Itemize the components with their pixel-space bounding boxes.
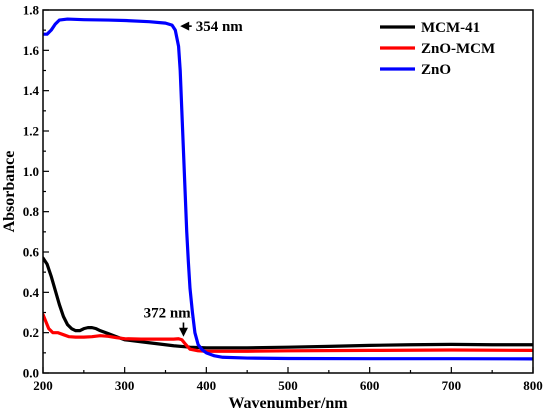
x-tick-label: 500 (278, 378, 298, 393)
legend-entry-zno-mcm: ZnO-MCM (380, 41, 495, 57)
y-tick-label: 1.2 (23, 124, 39, 139)
annotations: 354 nm 372 nm (144, 19, 243, 337)
y-axis-title: Absorbance (1, 151, 18, 233)
y-tick-label: 0.2 (23, 325, 39, 340)
legend: MCM-41 ZnO-MCM ZnO (380, 20, 495, 78)
legend-entry-mcm-41: MCM-41 (380, 20, 480, 36)
annotation-354-nm: 354 nm (180, 19, 243, 35)
annotation-372-nm: 372 nm (144, 306, 192, 337)
y-tick-label: 0.8 (23, 204, 40, 219)
y-tick-label: 0.0 (23, 366, 39, 381)
plot-lines (43, 17, 533, 361)
x-axis-title: Wavenumber/nm (228, 395, 348, 412)
x-tick-label: 800 (523, 378, 543, 393)
series-line-zno (43, 17, 533, 361)
y-tick-label: 1.8 (23, 3, 40, 18)
annotation-label: 372 nm (144, 306, 192, 322)
legend-entry-zno: ZnO (380, 62, 451, 78)
legend-label: MCM-41 (421, 20, 480, 36)
x-tick-label: 700 (442, 378, 462, 393)
y-tick-label: 1.4 (23, 83, 40, 98)
series-line-mcm-41 (43, 256, 533, 350)
x-tick-label: 400 (197, 378, 217, 393)
tick-labels: 200 300 400 500 600 700 800 0.0 0.2 0.4 0.6 0.8 1.0 1… (23, 3, 543, 394)
x-tick-label: 200 (33, 378, 53, 393)
x-tick-label: 600 (360, 378, 380, 393)
legend-label: ZnO (421, 62, 451, 78)
ticks (42, 9, 534, 374)
x-tick-label: 300 (115, 378, 135, 393)
plot-frame (42, 9, 534, 374)
y-tick-label: 1.6 (23, 43, 40, 58)
annotation-label: 354 nm (196, 19, 244, 35)
series-line-zno-mcm (43, 312, 533, 353)
annotation-arrow-head (180, 21, 190, 31)
y-tick-label: 0.4 (23, 285, 40, 300)
y-tick-label: 1.0 (23, 164, 39, 179)
annotation-arrow-head (178, 327, 188, 337)
legend-label: ZnO-MCM (421, 41, 495, 57)
y-tick-label: 0.6 (23, 245, 40, 260)
